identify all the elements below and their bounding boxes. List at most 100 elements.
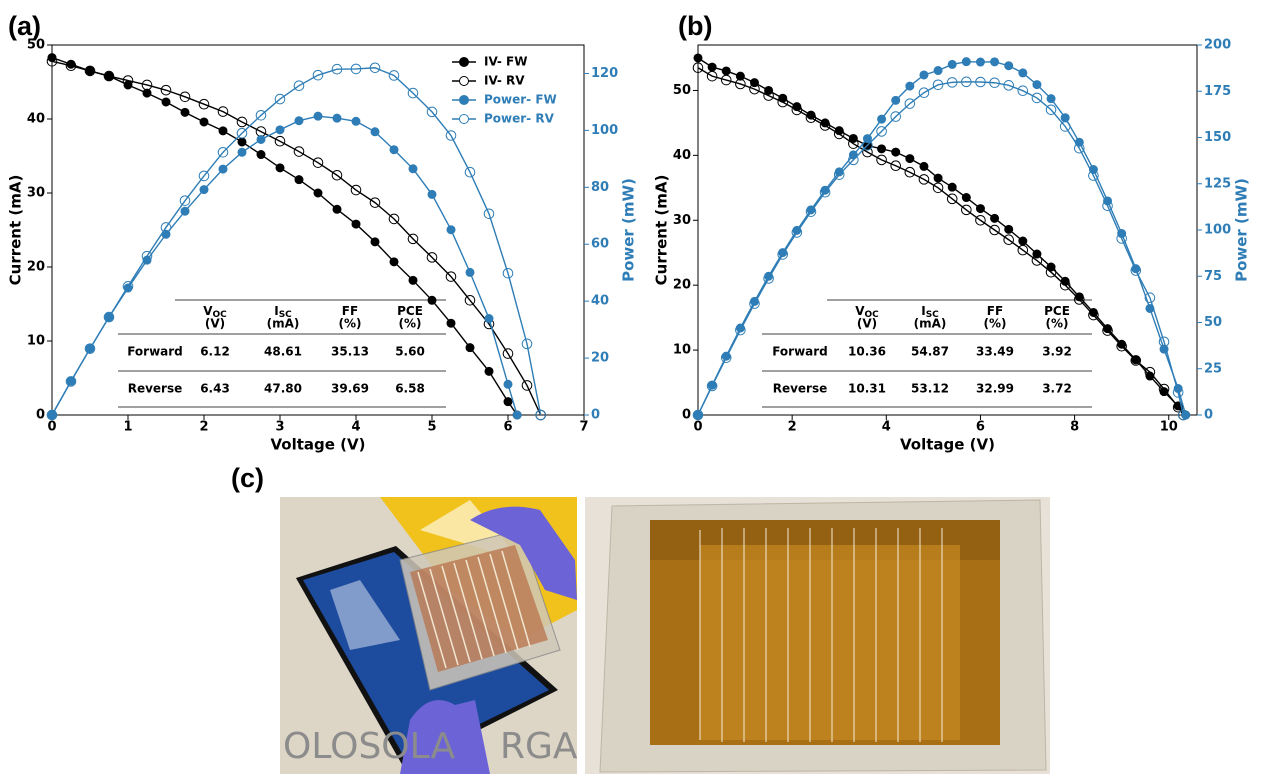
table-cell: 33.49 [976,345,1014,359]
y-axis-label: Current (mA) [7,175,25,286]
data-point [276,164,284,172]
y-tick-label: 40 [673,148,691,163]
x-tick-label: 8 [1070,420,1079,435]
data-point [1005,62,1013,70]
page: {"chart_data": [ {"type": "line", "xlabe… [0,0,1277,774]
data-point [428,190,436,198]
data-point [238,138,246,146]
x-tick-label: 7 [579,420,588,435]
data-point [1033,81,1041,89]
table-cell: 47.80 [264,382,302,396]
y-tick-label: 10 [27,334,45,349]
data-point [892,96,900,104]
y2-tick-label: 175 [1204,84,1231,99]
table-cell: 53.12 [911,382,949,396]
y2-tick-label: 120 [591,66,618,81]
data-point [694,54,702,62]
data-point [409,165,417,173]
data-point [991,214,999,222]
table-cell: 32.99 [976,382,1014,396]
x-tick-label: 4 [351,420,360,435]
header-text: FF [342,304,358,318]
table-cell: 10.31 [848,382,886,396]
data-point [390,258,398,266]
panel-label: (c) [231,463,264,493]
x-tick-label: 2 [199,420,208,435]
table-row-label: Forward [127,345,183,359]
data-point [708,63,716,71]
data-point [906,155,914,163]
legend-marker [460,77,469,86]
y2-tick-label: 100 [1204,223,1231,238]
y2-tick-label: 0 [591,408,600,423]
table-header-unit: (%) [984,317,1007,331]
legend-marker [460,115,469,124]
table-header-unit: (V) [857,317,877,331]
table-header: PCE [397,304,423,318]
data-point [390,146,398,154]
data-point [295,176,303,184]
table-cell: 6.58 [395,382,425,396]
data-point [878,115,886,123]
table-cell: 3.92 [1042,345,1072,359]
y-tick-label: 30 [673,213,691,228]
data-point [962,194,970,202]
y-tick-label: 20 [27,260,45,275]
table-header-unit: (%) [339,317,362,331]
data-point [976,205,984,213]
series-line [52,61,541,415]
legend-label: Power- RV [484,112,555,126]
table-row-label: Forward [772,345,828,359]
data-point [352,220,360,228]
x-tick-label: 1 [123,420,132,435]
legend-label: IV- FW [484,55,527,69]
data-point [920,162,928,170]
series-line [52,58,517,415]
y-tick-label: 20 [673,278,691,293]
table-cell: 54.87 [911,345,949,359]
legend-marker [460,58,469,67]
y2-axis-label: Power (mW) [620,178,638,282]
table-header-unit: (V) [205,317,225,331]
y2-tick-label: 40 [591,294,609,309]
table-header-unit: (mA) [267,317,300,331]
series-line [698,82,1183,415]
y-tick-label: 50 [673,83,691,98]
data-point [181,207,189,215]
data-point [162,98,170,106]
data-point [371,128,379,136]
y-tick-label: 0 [682,408,691,423]
data-point [276,126,284,134]
data-point [948,183,956,191]
x-tick-label: 5 [427,420,436,435]
table-row-label: Reverse [128,382,183,396]
x-axis-label: Voltage (V) [271,436,366,454]
table-row-label: Reverse [773,382,828,396]
data-point [314,112,322,120]
y-tick-label: 40 [27,112,45,127]
y-tick-label: 30 [27,186,45,201]
y-tick-label: 0 [36,408,45,423]
data-point [878,145,886,153]
data-point [722,67,730,75]
data-point [200,118,208,126]
table-cell: 35.13 [331,345,369,359]
y2-tick-label: 150 [1204,130,1231,145]
x-tick-label: 6 [503,420,512,435]
series-line [52,116,517,415]
table-cell: 48.61 [264,345,302,359]
table-cell: 3.72 [1042,382,1072,396]
data-point [991,58,999,66]
data-point [371,238,379,246]
legend-label: Power- FW [484,93,557,107]
x-axis-label: Voltage (V) [900,436,995,454]
data-point [219,127,227,135]
table-cell: 6.12 [200,345,230,359]
table-header-unit: (%) [1046,317,1069,331]
table-cell: 10.36 [848,345,886,359]
y-tick-label: 10 [673,343,691,358]
data-point [257,135,265,143]
data-point [1019,69,1027,77]
header-text: PCE [397,304,423,318]
data-point [1061,114,1069,122]
